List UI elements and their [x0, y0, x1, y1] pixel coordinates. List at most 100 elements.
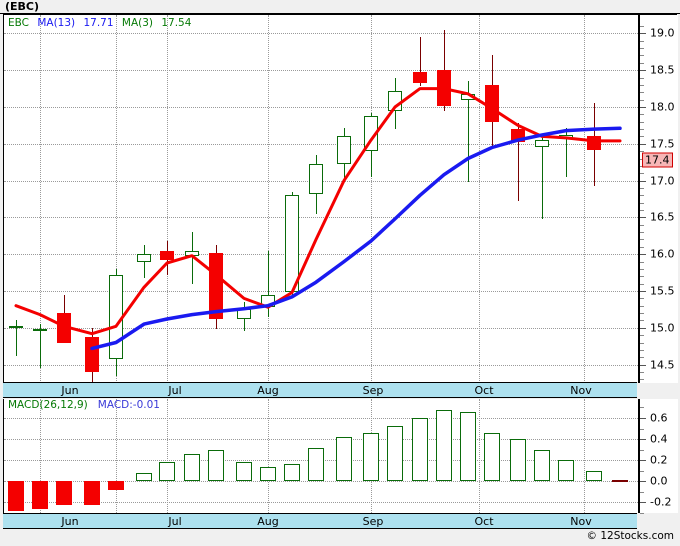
macd-axis-minor-tick: [640, 470, 644, 472]
price-gridline-vertical: [584, 15, 586, 383]
macd-axis-label: 0.2: [650, 453, 668, 467]
watermark: © 12Stocks.com: [586, 530, 675, 542]
price-axis-minor-tick: [640, 379, 644, 381]
candle-wick: [420, 37, 421, 87]
macd-bar: [586, 470, 602, 482]
macd-gridline: [4, 418, 638, 420]
price-axis-label: 14.5: [650, 358, 675, 372]
macd-bar: [612, 480, 628, 483]
candlestick: [85, 336, 99, 372]
price-axis-tick: [640, 217, 646, 219]
ma3-line: [14, 87, 622, 336]
price-axis-minor-tick: [640, 335, 644, 337]
macd-bar: [84, 481, 100, 505]
macd-gridline: [4, 481, 638, 483]
macd-bar: [336, 437, 352, 482]
macd-legend-name: MACD(26,12,9): [8, 399, 88, 411]
price-axis-minor-tick: [640, 84, 644, 86]
candlestick: [461, 93, 475, 100]
price-axis-minor-tick: [640, 202, 644, 204]
candlestick: [437, 70, 451, 106]
price-axis-label: 18.0: [650, 100, 675, 114]
price-axis-minor-tick: [640, 239, 644, 241]
price-axis-minor-tick: [640, 99, 644, 101]
price-axis-minor-tick: [640, 48, 644, 50]
macd-bar: [236, 462, 252, 482]
price-axis-label: 17.0: [650, 174, 675, 188]
price-axis-minor-tick: [640, 92, 644, 94]
macd-bar: [8, 481, 24, 511]
price-axis-minor-tick: [640, 210, 644, 212]
price-gridline: [4, 291, 638, 293]
price-axis-minor-tick: [640, 187, 644, 189]
macd-axis: 0.6 0.4 0.2 0.0 -0.2: [638, 399, 678, 514]
price-axis-tick: [640, 254, 646, 256]
candlestick: [285, 195, 299, 293]
candlestick: [237, 309, 251, 319]
macd-bar: [460, 411, 476, 482]
macd-bar: [387, 426, 403, 482]
macd-gridline: [4, 439, 638, 441]
legend-ma13-value: 17.71: [83, 17, 114, 29]
title-bar: (EBC): [0, 0, 680, 14]
legend-symbol: EBC: [8, 17, 29, 29]
price-axis-minor-tick: [640, 261, 644, 263]
candlestick: [57, 313, 71, 343]
price-axis-tick: [640, 291, 646, 292]
candlestick: [413, 71, 427, 84]
page-title: (EBC): [5, 0, 40, 13]
title-divider: [0, 13, 680, 14]
macd-axis-tick: [640, 460, 646, 462]
legend-ma3-value: 17.54: [161, 17, 192, 29]
month-axis-price: Jun Jul Aug Sep Oct Nov: [3, 382, 637, 398]
macd-axis-minor-tick: [640, 513, 644, 514]
price-gridline: [4, 70, 638, 72]
price-axis-minor-tick: [640, 114, 644, 116]
macd-axis-tick: [640, 418, 646, 419]
price-axis-tick: [640, 327, 646, 329]
price-axis-minor-tick: [640, 305, 644, 307]
candlestick: [535, 140, 549, 148]
price-axis-minor-tick: [640, 173, 644, 175]
price-axis-tick: [640, 364, 646, 366]
price-gridline-vertical: [268, 15, 270, 383]
macd-panel: MACD(26,12,9) MACD:-0.01 0.6 0.4 0.2 0.0 -0.…: [3, 399, 678, 514]
candle-wick: [144, 245, 145, 278]
candle-wick: [40, 324, 41, 369]
price-axis-minor-tick: [640, 342, 644, 344]
macd-bar: [284, 464, 300, 482]
month-label-macd: Jun: [61, 515, 79, 528]
macd-bar: [260, 466, 276, 482]
candlestick: [160, 250, 174, 261]
price-gridline: [4, 107, 638, 109]
macd-bar: [108, 481, 124, 490]
candlestick: [364, 115, 378, 152]
candlestick: [559, 134, 573, 138]
macd-gridline-vertical: [40, 399, 42, 513]
price-axis-minor-tick: [640, 136, 644, 138]
candlestick: [9, 326, 23, 329]
ma13-line: [90, 126, 622, 351]
month-label-price: Aug: [257, 384, 279, 397]
macd-axis-label: 0.4: [650, 432, 668, 446]
price-gridline: [4, 327, 638, 330]
month-label-price: Nov: [570, 384, 592, 397]
price-axis-minor-tick: [640, 357, 644, 359]
macd-axis-minor-tick: [640, 407, 644, 409]
price-axis-minor-tick: [640, 320, 644, 322]
macd-axis-minor-tick: [640, 428, 644, 430]
price-axis-tick: [640, 143, 646, 145]
macd-gridline-vertical: [584, 399, 586, 513]
candlestick: [511, 129, 525, 143]
price-axis-minor-tick: [640, 195, 644, 197]
month-label-macd: Nov: [570, 515, 592, 528]
price-axis-label: 15.0: [650, 321, 675, 335]
month-label-macd: Sep: [362, 515, 384, 528]
price-axis-minor-tick: [640, 246, 644, 248]
candlestick: [309, 164, 323, 194]
macd-bar: [56, 481, 72, 505]
price-axis-label: 17.5: [650, 137, 675, 151]
macd-legend-value: MACD:-0.01: [97, 399, 160, 411]
macd-axis-label: -0.2: [650, 495, 672, 509]
candlestick: [261, 294, 275, 308]
